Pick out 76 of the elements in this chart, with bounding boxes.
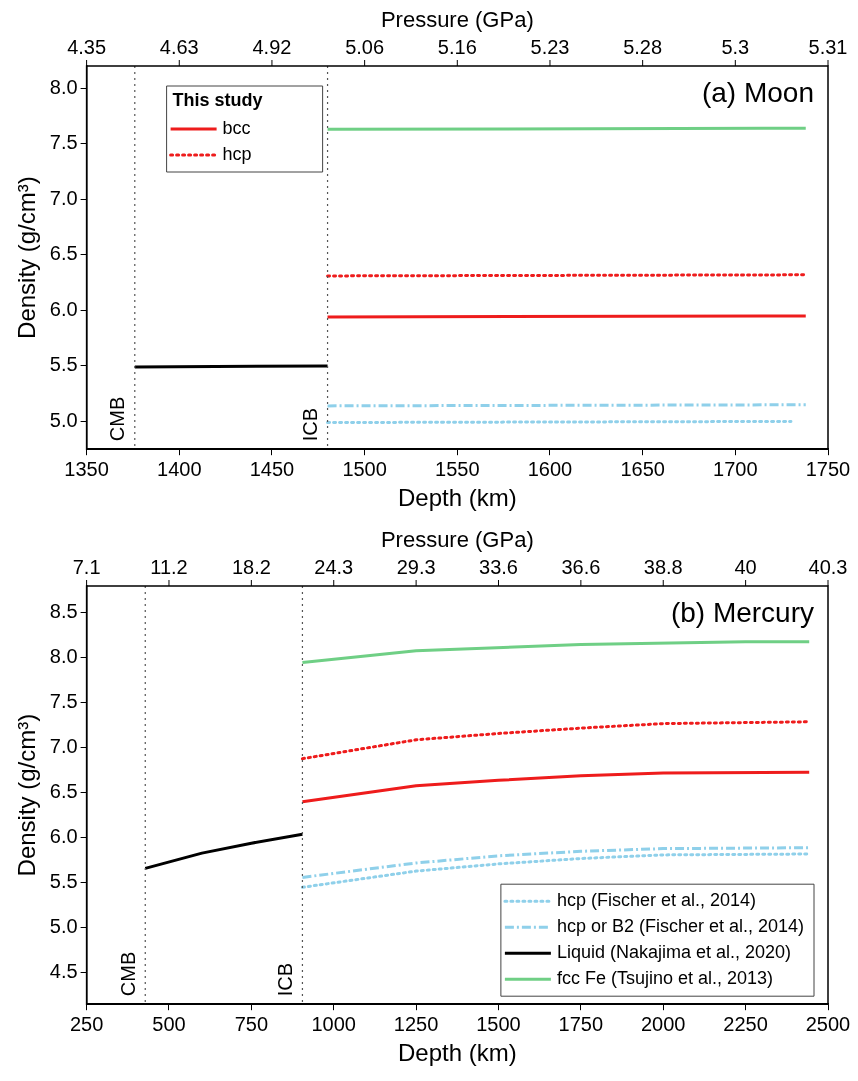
x-tick-label: 2000 bbox=[641, 1012, 686, 1035]
y-tick-label: 8.0 bbox=[49, 645, 78, 668]
y-tick-label: 7.5 bbox=[49, 690, 78, 713]
y-tick-label: 7.0 bbox=[49, 735, 78, 758]
y-tick-label: 5.0 bbox=[49, 408, 78, 431]
text: 4.63 bbox=[159, 35, 199, 58]
text: 7.1 bbox=[72, 555, 101, 578]
x-axis-title: Depth (km) bbox=[397, 1039, 517, 1067]
x2-axis-title: Pressure (GPa) bbox=[380, 7, 534, 33]
text: 18.2 bbox=[231, 555, 271, 578]
x2-axis-title: Pressure (GPa) bbox=[380, 527, 534, 553]
ref-line-label: CMB bbox=[116, 951, 139, 997]
y-tick-label: 7.5 bbox=[49, 131, 78, 154]
x-tick-label: 1650 bbox=[620, 457, 665, 480]
y-tick-label: 6.0 bbox=[49, 297, 78, 320]
text: 4.35 bbox=[67, 35, 107, 58]
x-tick-label: 1450 bbox=[249, 457, 295, 480]
text: 5.23 bbox=[530, 35, 570, 58]
y-tick-label: 6.5 bbox=[49, 780, 78, 803]
y-tick-label: 4.5 bbox=[49, 960, 78, 983]
legend-label: hcp bbox=[222, 143, 252, 164]
text: 5.28 bbox=[623, 35, 663, 58]
x-tick-label: 1500 bbox=[342, 457, 387, 480]
text: 33.6 bbox=[479, 555, 518, 578]
text: 5.3 bbox=[721, 35, 750, 58]
line-series bbox=[300, 852, 811, 889]
annotation: (b) Mercury bbox=[670, 596, 814, 628]
y-axis-title: Density (g/cm³) bbox=[13, 176, 41, 339]
x-tick-label: 250 bbox=[69, 1012, 104, 1035]
y-tick-label: 5.5 bbox=[49, 353, 78, 376]
ref-line-label: CMB bbox=[106, 396, 129, 442]
x-tick-label: 1550 bbox=[435, 457, 480, 480]
text: 24.3 bbox=[314, 555, 354, 578]
text: 40.3 bbox=[808, 555, 848, 578]
text: 5.06 bbox=[345, 35, 385, 58]
legend-title: This study bbox=[172, 89, 263, 110]
x-tick-label: 750 bbox=[234, 1012, 269, 1035]
y-tick-label: 6.5 bbox=[49, 242, 78, 265]
ref-line-label: ICB bbox=[273, 962, 296, 997]
x-tick-label: 1600 bbox=[527, 457, 573, 480]
line-series bbox=[300, 720, 811, 761]
y-axis-title: Density (g/cm³) bbox=[13, 713, 41, 877]
text: 38.8 bbox=[643, 555, 683, 578]
text: 29.3 bbox=[396, 555, 436, 578]
x-tick-label: 1750 bbox=[805, 457, 851, 480]
y-tick-label: 6.0 bbox=[49, 825, 78, 848]
x-tick-label: 500 bbox=[152, 1012, 186, 1035]
text: 5.31 bbox=[808, 35, 848, 58]
text: 11.2 bbox=[150, 555, 188, 578]
ref-line-label: ICB bbox=[299, 407, 322, 442]
text: 4.92 bbox=[252, 35, 292, 58]
x-tick-label: 1750 bbox=[558, 1012, 604, 1035]
annotation: (a) Moon bbox=[701, 76, 814, 108]
text: 40 bbox=[734, 555, 757, 578]
text: 36.6 bbox=[561, 555, 601, 578]
legend-label: hcp (Fischer et al., 2014) bbox=[556, 890, 756, 911]
legend-label: bcc bbox=[222, 117, 251, 138]
y-tick-label: 8.5 bbox=[49, 600, 78, 623]
x-tick-label: 1350 bbox=[64, 457, 109, 480]
legend-label: fcc Fe (Tsujino et al., 2013) bbox=[556, 968, 773, 989]
y-tick-label: 5.0 bbox=[49, 915, 78, 938]
x-tick-label: 2250 bbox=[723, 1012, 768, 1035]
x-tick-label: 1000 bbox=[311, 1012, 356, 1035]
x-tick-label: 1700 bbox=[713, 457, 758, 480]
x-axis-title: Depth (km) bbox=[397, 484, 517, 512]
y-tick-label: 5.5 bbox=[49, 870, 78, 893]
x-tick-label: 1500 bbox=[476, 1012, 521, 1035]
x-tick-label: 1250 bbox=[393, 1012, 439, 1035]
y-tick-label: 7.0 bbox=[49, 186, 78, 209]
y-tick-label: 8.0 bbox=[49, 75, 78, 98]
legend-label: hcp or B2 (Fischer et al., 2014) bbox=[556, 916, 805, 937]
x-tick-label: 1400 bbox=[157, 457, 202, 480]
line-series bbox=[300, 846, 811, 879]
text: 5.16 bbox=[437, 35, 477, 58]
x-tick-label: 2500 bbox=[805, 1012, 851, 1035]
legend-label: Liquid (Nakajima et al., 2020) bbox=[556, 942, 792, 963]
